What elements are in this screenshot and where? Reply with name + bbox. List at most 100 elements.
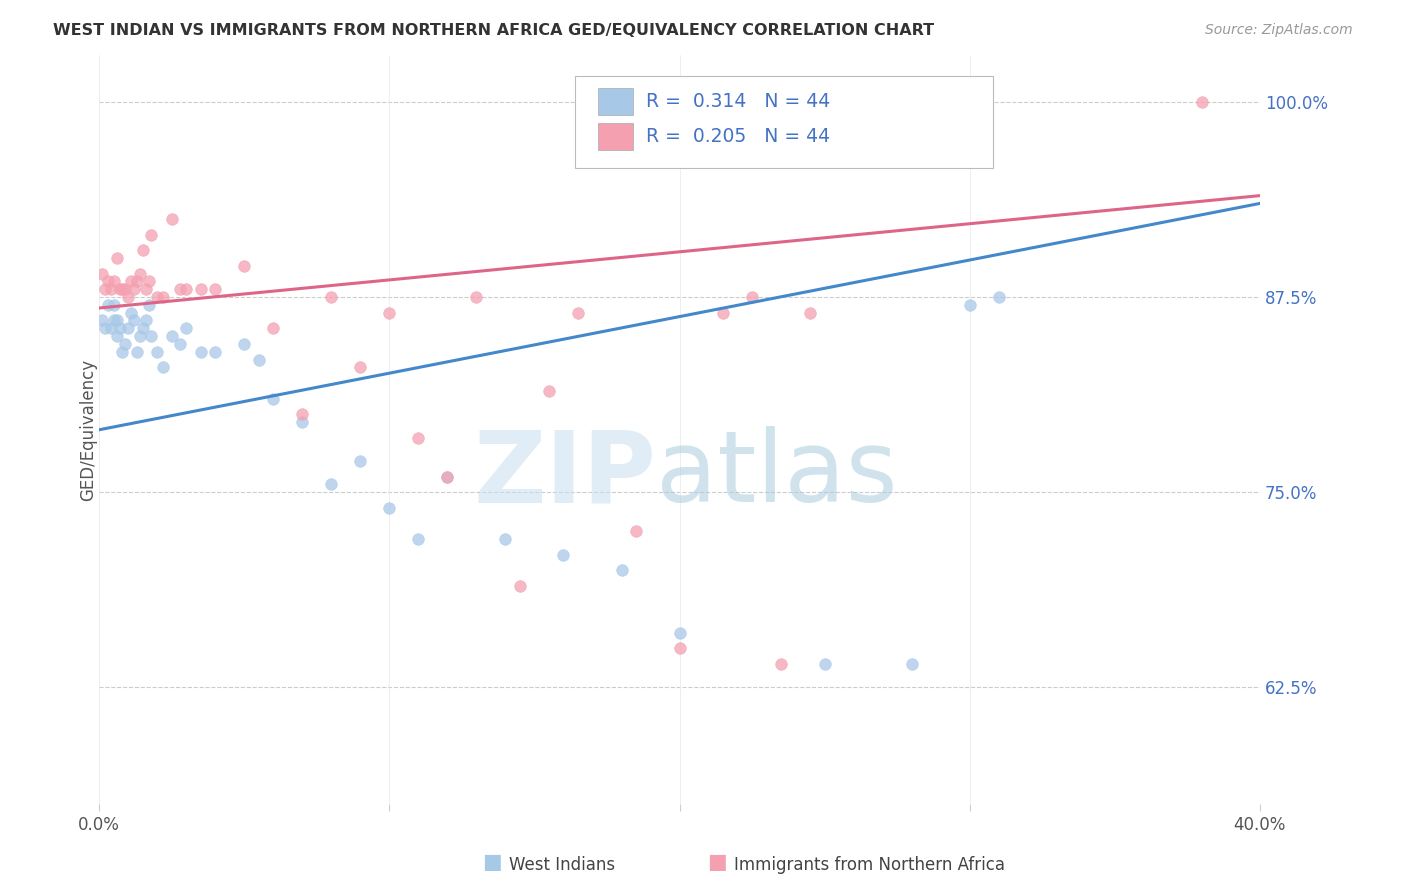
Point — [1191, 95, 1213, 109]
Point — [122, 313, 145, 327]
Point — [103, 313, 125, 327]
Text: ■: ■ — [482, 853, 502, 872]
Point — [132, 321, 155, 335]
Point — [436, 469, 458, 483]
Point — [537, 384, 560, 398]
Point — [138, 298, 160, 312]
Point — [247, 352, 270, 367]
Point — [103, 275, 125, 289]
Point — [105, 329, 128, 343]
Point — [108, 282, 131, 296]
Point — [291, 407, 314, 421]
Point — [125, 275, 148, 289]
Point — [91, 313, 114, 327]
Text: West Indians: West Indians — [509, 856, 614, 874]
Point — [94, 282, 117, 296]
Point — [509, 579, 531, 593]
Point — [128, 267, 150, 281]
Point — [114, 337, 136, 351]
Point — [120, 275, 142, 289]
Point — [262, 321, 284, 335]
Text: ZIP: ZIP — [474, 426, 657, 524]
Point — [408, 431, 430, 445]
Point — [152, 290, 174, 304]
Point — [770, 657, 793, 671]
Point — [233, 259, 256, 273]
Point — [138, 275, 160, 289]
Text: ■: ■ — [707, 853, 727, 872]
Text: atlas: atlas — [657, 426, 898, 524]
Point — [105, 313, 128, 327]
Point — [169, 282, 191, 296]
Point — [987, 290, 1010, 304]
Point — [97, 298, 120, 312]
Y-axis label: GED/Equivalency: GED/Equivalency — [79, 359, 97, 500]
FancyBboxPatch shape — [575, 76, 993, 168]
Point — [349, 454, 371, 468]
Point — [959, 298, 981, 312]
Point — [111, 282, 134, 296]
Point — [494, 532, 516, 546]
Text: R =  0.205   N = 44: R = 0.205 N = 44 — [645, 128, 830, 146]
Point — [799, 306, 821, 320]
Point — [122, 282, 145, 296]
Point — [117, 321, 139, 335]
Point — [103, 298, 125, 312]
Point — [436, 469, 458, 483]
Point — [128, 329, 150, 343]
Text: Immigrants from Northern Africa: Immigrants from Northern Africa — [734, 856, 1005, 874]
Point — [141, 227, 163, 242]
Point — [190, 344, 212, 359]
Point — [321, 290, 343, 304]
Point — [233, 337, 256, 351]
Point — [174, 321, 197, 335]
Point — [741, 290, 763, 304]
Text: WEST INDIAN VS IMMIGRANTS FROM NORTHERN AFRICA GED/EQUIVALENCY CORRELATION CHART: WEST INDIAN VS IMMIGRANTS FROM NORTHERN … — [53, 23, 935, 38]
Point — [152, 360, 174, 375]
Point — [624, 524, 647, 539]
Point — [711, 306, 734, 320]
Point — [91, 267, 114, 281]
Point — [291, 415, 314, 429]
Point — [262, 392, 284, 406]
Point — [135, 282, 157, 296]
Point — [190, 282, 212, 296]
Point — [117, 290, 139, 304]
FancyBboxPatch shape — [599, 88, 633, 115]
Point — [174, 282, 197, 296]
Point — [160, 329, 183, 343]
Point — [111, 344, 134, 359]
Point — [668, 641, 690, 656]
Point — [204, 282, 226, 296]
FancyBboxPatch shape — [599, 123, 633, 150]
Point — [114, 282, 136, 296]
Point — [553, 548, 575, 562]
Point — [120, 306, 142, 320]
Point — [378, 306, 401, 320]
Point — [132, 244, 155, 258]
Point — [378, 500, 401, 515]
Point — [146, 344, 169, 359]
Point — [169, 337, 191, 351]
Point — [408, 532, 430, 546]
Point — [349, 360, 371, 375]
Point — [100, 321, 122, 335]
Point — [668, 625, 690, 640]
Text: Source: ZipAtlas.com: Source: ZipAtlas.com — [1205, 23, 1353, 37]
Point — [160, 212, 183, 227]
Point — [610, 563, 633, 577]
Point — [108, 321, 131, 335]
Point — [814, 657, 837, 671]
Point — [146, 290, 169, 304]
Point — [105, 251, 128, 265]
Point — [900, 657, 922, 671]
Point — [125, 344, 148, 359]
Point — [141, 329, 163, 343]
Point — [97, 275, 120, 289]
Point — [567, 306, 589, 320]
Text: R =  0.314   N = 44: R = 0.314 N = 44 — [645, 92, 830, 112]
Point — [94, 321, 117, 335]
Point — [465, 290, 488, 304]
Point — [321, 477, 343, 491]
Point — [204, 344, 226, 359]
